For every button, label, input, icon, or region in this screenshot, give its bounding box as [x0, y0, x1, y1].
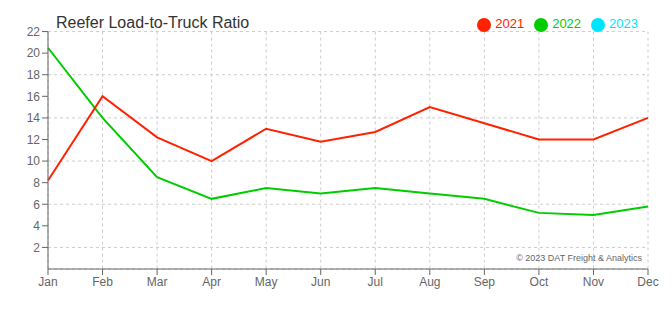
svg-text:22: 22	[27, 25, 41, 39]
svg-text:12: 12	[27, 133, 41, 147]
svg-text:2: 2	[33, 241, 40, 255]
html-text:2021: 2021	[495, 16, 525, 31]
svg-text:May: May	[255, 275, 278, 289]
svg-text:8: 8	[33, 176, 40, 190]
svg-text:14: 14	[27, 111, 41, 125]
svg-text:4: 4	[33, 219, 40, 233]
svg-text:18: 18	[27, 68, 41, 82]
html-text:Reefer Load-to-Truck Ratio: Reefer Load-to-Truck Ratio	[56, 14, 250, 31]
svg-text:Dec: Dec	[637, 275, 658, 289]
svg-text:10: 10	[27, 154, 41, 168]
svg-text:16: 16	[27, 90, 41, 104]
html-text:2022: 2022	[552, 16, 582, 31]
svg-text:Nov: Nov	[583, 275, 604, 289]
svg-text:Apr: Apr	[202, 275, 221, 289]
html-text:© 2023 DAT Freight & Analytics: © 2023 DAT Freight & Analytics	[516, 253, 642, 263]
svg-text:Jun: Jun	[311, 275, 330, 289]
svg-text:20: 20	[27, 46, 41, 60]
svg-text:6: 6	[33, 198, 40, 212]
svg-text:Sep: Sep	[474, 275, 496, 289]
svg-text:Mar: Mar	[147, 275, 168, 289]
svg-text:Feb: Feb	[92, 275, 113, 289]
svg-text:Aug: Aug	[419, 275, 440, 289]
svg-text:Oct: Oct	[530, 275, 549, 289]
svg-text:Jan: Jan	[38, 275, 57, 289]
svg-text:Jul: Jul	[368, 275, 383, 289]
html-text:2023: 2023	[609, 16, 638, 31]
